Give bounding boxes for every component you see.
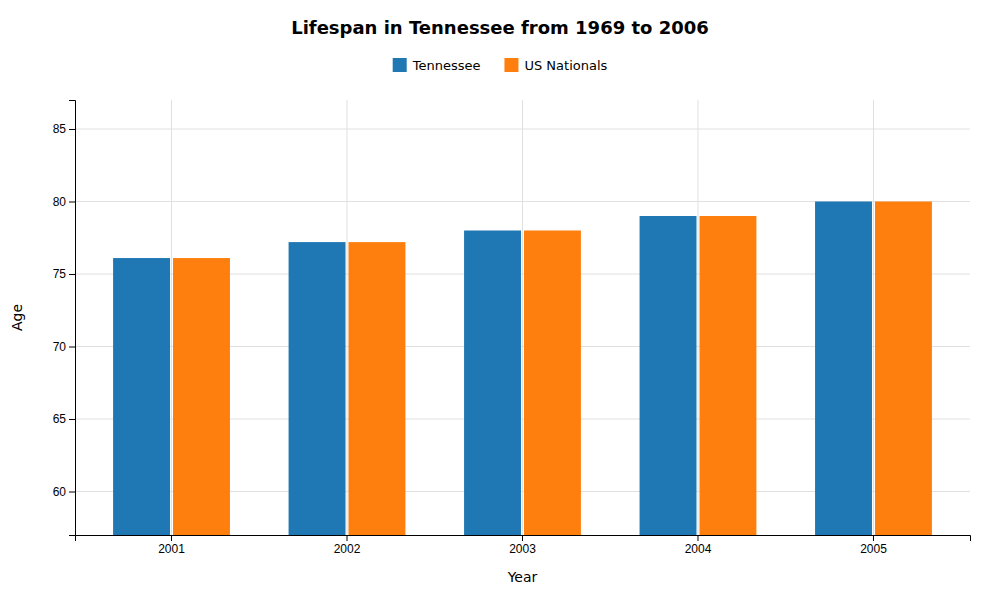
- legend: Tennessee US Nationals: [393, 58, 608, 73]
- x-tick-label: 2003: [509, 542, 536, 556]
- legend-item: Tennessee: [393, 58, 481, 73]
- x-axis-line: [76, 536, 971, 542]
- x-tick-mark: [171, 535, 172, 541]
- x-tick-mark: [697, 535, 698, 541]
- x-tick: 2002: [334, 535, 361, 556]
- chart-svg: 2001 2002 2003 2004 2005 60 65 70 75 80 85 Year Age L…: [0, 0, 1000, 600]
- chart-title: Lifespan in Tennessee from 1969 to 2006: [291, 17, 709, 38]
- x-tick: 2004: [685, 535, 712, 556]
- y-tick: 80: [53, 195, 75, 209]
- legend-item: US Nationals: [504, 58, 607, 73]
- bar: [699, 216, 756, 535]
- legend-label: Tennessee: [412, 58, 481, 73]
- x-grid-line: [873, 100, 874, 535]
- y-axis-line: [69, 101, 76, 536]
- bar-series: [173, 202, 932, 536]
- y-tick: 65: [53, 412, 75, 426]
- x-tick-label: 2004: [685, 542, 712, 556]
- x-axis: 2001 2002 2003 2004 2005: [76, 535, 971, 556]
- x-tick-label: 2002: [334, 542, 361, 556]
- y-tick: 75: [53, 267, 75, 281]
- bar: [875, 202, 932, 536]
- x-grid-line: [347, 100, 348, 535]
- y-tick-mark: [69, 419, 75, 420]
- y-tick-mark: [69, 347, 75, 348]
- bar: [173, 258, 230, 535]
- x-tick-mark: [347, 535, 348, 541]
- y-tick-mark: [69, 129, 75, 130]
- bar: [524, 231, 581, 536]
- bar: [640, 216, 697, 535]
- y-axis-title: Age: [9, 304, 25, 331]
- y-tick-label: 65: [53, 412, 67, 426]
- chart-container: 2001 2002 2003 2004 2005 60 65 70 75 80 85 Year Age L…: [0, 0, 1000, 600]
- x-grid-line: [522, 100, 523, 535]
- legend-swatch: [393, 58, 407, 72]
- x-tick-label: 2001: [158, 542, 185, 556]
- x-tick-label: 2005: [860, 542, 887, 556]
- bar: [464, 231, 521, 536]
- y-tick: 70: [53, 340, 75, 354]
- y-tick: 60: [53, 485, 75, 499]
- x-tick: 2001: [158, 535, 185, 556]
- legend-label: US Nationals: [524, 58, 607, 73]
- x-axis-title: Year: [507, 569, 538, 585]
- bars: [113, 202, 932, 536]
- y-tick-mark: [69, 492, 75, 493]
- y-tick-mark: [69, 202, 75, 203]
- plot-area: 2001 2002 2003 2004 2005 60 65 70 75 80 85: [53, 100, 971, 600]
- x-grid-line: [697, 100, 698, 535]
- x-tick: 2005: [860, 535, 887, 556]
- bar-series: [113, 202, 872, 536]
- bar: [349, 242, 406, 535]
- y-tick-label: 75: [53, 267, 67, 281]
- x-tick-mark: [522, 535, 523, 541]
- bar: [815, 202, 872, 536]
- y-tick-label: 85: [53, 122, 67, 136]
- y-tick-label: 60: [53, 485, 67, 499]
- y-tick-mark: [69, 274, 75, 275]
- x-tick: 2003: [509, 535, 536, 556]
- x-tick-mark: [873, 535, 874, 541]
- y-tick-label: 70: [53, 340, 67, 354]
- x-grid-line: [171, 100, 172, 535]
- y-axis: 60 65 70 75 80 85: [53, 101, 76, 536]
- y-tick: 85: [53, 122, 75, 136]
- bar: [113, 258, 170, 535]
- bar: [289, 242, 346, 535]
- y-tick-label: 80: [53, 195, 67, 209]
- legend-swatch: [504, 58, 518, 72]
